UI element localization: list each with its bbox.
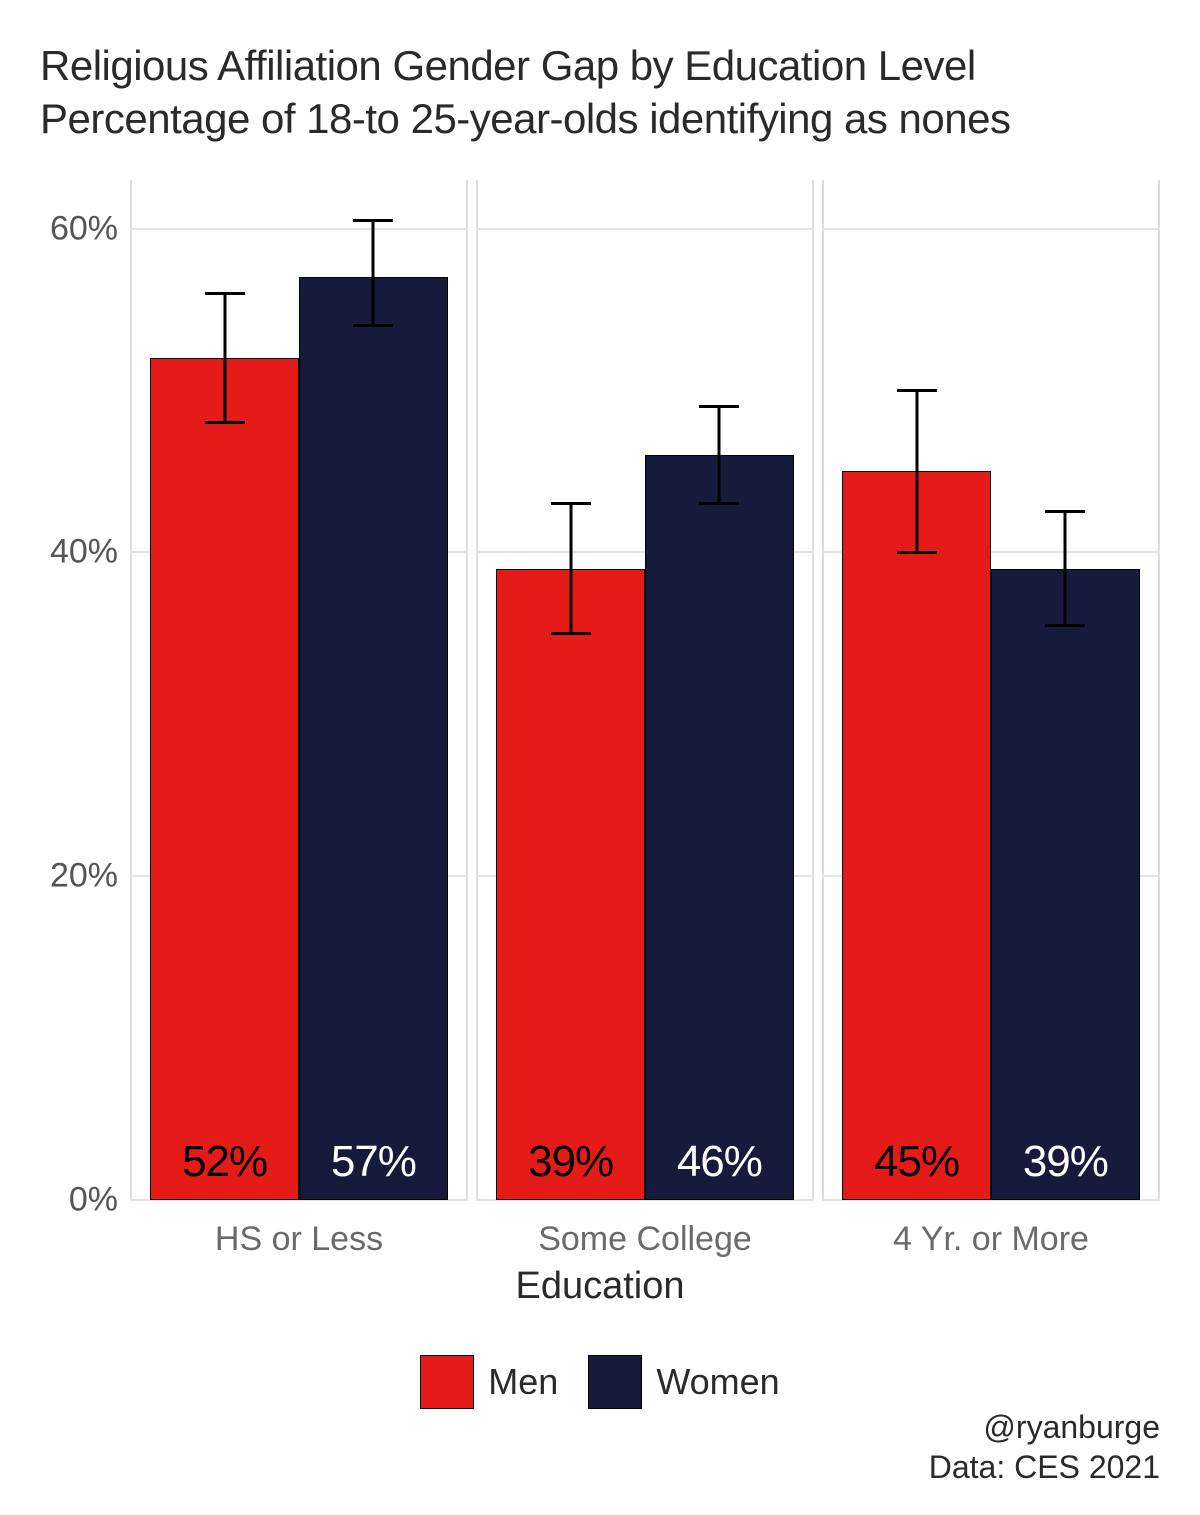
caption-line-1: @ryanburge [929,1407,1160,1447]
x-axis-title: Education [0,1265,1200,1308]
panel-border [822,180,824,1200]
grid-line [130,228,468,230]
bar-value-label: 46% [646,1137,793,1187]
x-tick-label: HS or Less [215,1220,383,1259]
title-line-1: Religious Affiliation Gender Gap by Educ… [40,40,1160,93]
panel-border [476,180,478,1200]
chart-container: Religious Affiliation Gender Gap by Educ… [0,0,1200,1515]
bar-value-label: 39% [497,1137,644,1187]
panel-border [812,180,814,1200]
y-tick-label: 60% [38,209,118,248]
error-bar [1064,512,1067,625]
error-cap [699,405,739,408]
bar: 39% [496,569,645,1200]
grid-line [822,228,1160,230]
facet-panel: 39%46% [476,180,814,1200]
bar-value-label: 45% [843,1137,990,1187]
facet-panel: 52%57% [130,180,468,1200]
error-cap [699,502,739,505]
legend-item: Women [588,1355,779,1409]
y-tick-label: 0% [38,1181,118,1220]
legend-item: Men [420,1355,558,1409]
plot-area: 52%57%39%46%45%39% [130,180,1160,1200]
x-tick-label: Some College [538,1220,752,1259]
legend-swatch [588,1355,642,1409]
bar: 45% [842,471,991,1200]
error-cap [1045,624,1085,627]
chart-title: Religious Affiliation Gender Gap by Educ… [40,40,1160,145]
error-bar [915,390,918,552]
legend-label: Men [488,1361,558,1403]
error-bar [718,407,721,504]
caption: @ryanburge Data: CES 2021 [929,1407,1160,1487]
panel-border [130,180,132,1200]
error-bar [569,504,572,634]
bar: 39% [991,569,1140,1200]
panel-border [466,180,468,1200]
bar-value-label: 57% [300,1137,447,1187]
facet-panel: 45%39% [822,180,1160,1200]
bar-value-label: 39% [992,1137,1139,1187]
panel-border [1158,180,1160,1200]
legend-swatch [420,1355,474,1409]
x-tick-label: 4 Yr. or More [893,1220,1089,1259]
title-line-2: Percentage of 18-to 25-year-olds identif… [40,93,1160,146]
error-cap [353,219,393,222]
legend-label: Women [656,1361,779,1403]
bar: 57% [299,277,448,1200]
bar: 52% [150,358,299,1200]
error-cap [897,389,937,392]
error-cap [353,324,393,327]
error-bar [372,220,375,325]
error-cap [205,292,245,295]
error-cap [551,632,591,635]
error-cap [1045,510,1085,513]
error-cap [205,421,245,424]
bar-value-label: 52% [151,1137,298,1187]
y-tick-label: 40% [38,533,118,572]
error-bar [223,293,226,423]
bar: 46% [645,455,794,1200]
error-cap [551,502,591,505]
error-cap [897,551,937,554]
legend: Men Women [0,1355,1200,1409]
caption-line-2: Data: CES 2021 [929,1447,1160,1487]
grid-line [476,228,814,230]
y-tick-label: 20% [38,857,118,896]
